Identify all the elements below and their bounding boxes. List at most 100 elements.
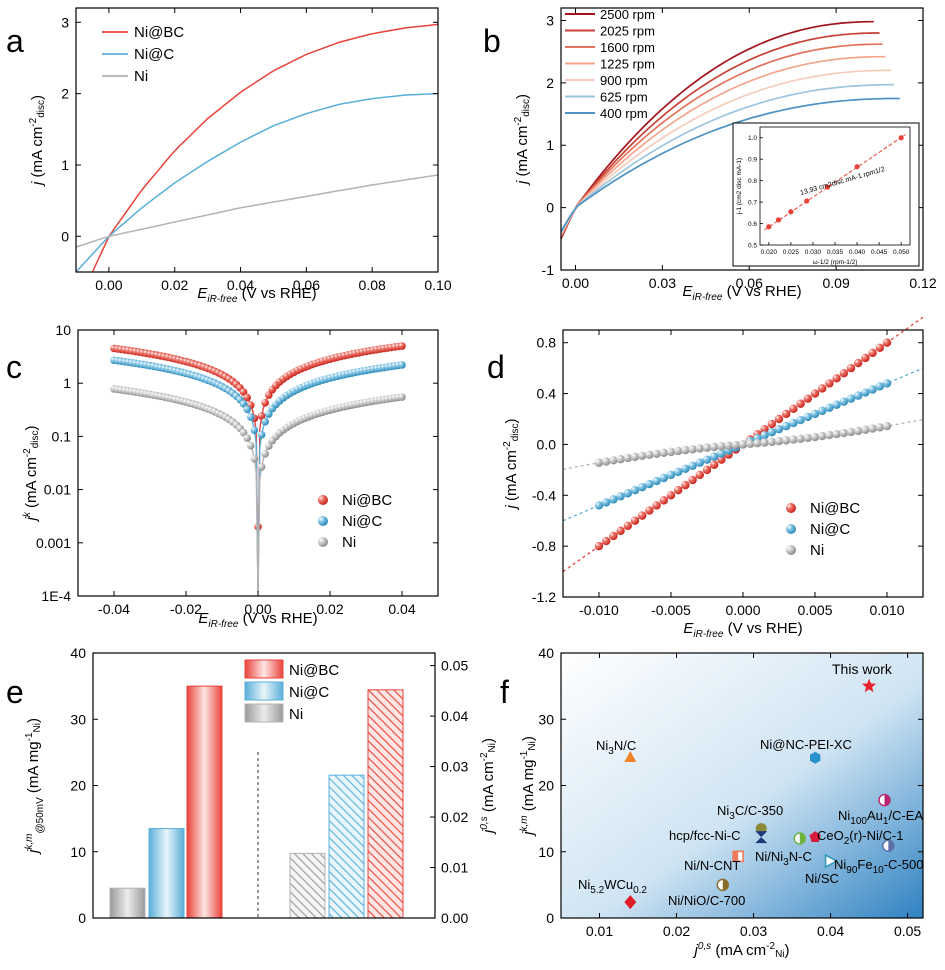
data-point-Ni — [789, 435, 798, 444]
bar-exchange-current-Ni — [289, 852, 326, 919]
data-point-Ni@C — [666, 470, 676, 480]
x-axis-tick-label: 0.08 — [359, 277, 386, 293]
data-point-Ni — [861, 425, 870, 434]
x-axis-tick-label: -0.04 — [98, 601, 130, 617]
series-line-Ni@C — [75, 92, 439, 273]
y-axis-label: j (mA cm-2disc) — [502, 418, 521, 510]
inset-x-tick-label: 0.040 — [849, 249, 866, 256]
data-point-Ni@C — [243, 405, 251, 414]
data-point-Ni — [731, 440, 740, 450]
y-axis-label: j (mA cm-2disc) — [513, 94, 532, 186]
y-axis-right-tick-label: 0.03 — [441, 759, 468, 775]
inset-point — [898, 135, 904, 141]
data-point-Ni — [875, 423, 884, 432]
legend-marker-Ni@BC — [786, 503, 796, 513]
bar-mass-activity-Ni — [109, 887, 146, 919]
legend-label-Ni@C: Ni@C — [289, 684, 329, 701]
x-axis-tick-label: 0.02 — [663, 923, 690, 939]
y-axis-tick-label: 30 — [538, 711, 554, 727]
point-label-Ni90Fe10-C-500: Ni90Fe10-C-500 — [834, 857, 923, 876]
point-label-Ni/N-CNT: Ni/N-CNT — [684, 858, 740, 873]
legend-marker-Ni — [786, 545, 796, 555]
data-point-Ni — [609, 456, 618, 465]
point-label-hcp/fcc-Ni-C: hcp/fcc-Ni-C — [669, 828, 741, 843]
plot-frame — [75, 7, 439, 273]
y-axis-right-tick-label: 0.05 — [441, 658, 468, 674]
data-point-Ni/SC — [824, 853, 839, 869]
data-point-Ni@C — [398, 361, 406, 369]
data-point-Ni — [638, 451, 647, 461]
data-point-Ni@BC — [774, 414, 784, 424]
data-point-Ni@BC — [695, 470, 704, 480]
data-point-Ni@C — [265, 410, 273, 418]
y-axis-tick-label: 3 — [61, 14, 69, 30]
data-point-Ni@BC — [239, 388, 248, 396]
legend-label-1225-rpm: 1225 rpm — [600, 57, 655, 72]
y-axis-left-tick-label: 40 — [70, 645, 86, 661]
data-point-Ni@C — [789, 418, 798, 428]
data-point-Ni — [630, 452, 640, 462]
data-point-Ni@BC — [261, 398, 270, 407]
data-point-Ni@BC — [882, 338, 892, 347]
data-point-Ni@C — [882, 379, 892, 388]
data-point-Ni@BC — [630, 516, 640, 525]
data-point-Ni@NC-PEI-XC — [810, 751, 821, 764]
data-point-Ni@C — [854, 391, 863, 400]
y-axis-tick-label: 0 — [546, 200, 554, 216]
panel-label-b: b — [483, 23, 501, 59]
data-point-Ni@BC — [710, 460, 719, 469]
x-axis-tick-label: 0.03 — [740, 923, 767, 939]
inset-box — [732, 122, 920, 267]
panel-label-c: c — [6, 349, 22, 385]
data-point-Ni — [239, 428, 248, 437]
series-line-2500-rpm — [560, 20, 874, 240]
y-axis-tick-label: 40 — [538, 645, 554, 661]
y-axis-label: j (mA cm-2disc) — [28, 95, 47, 187]
point-label-Ni/Ni3N-C: Ni/Ni3N-C — [755, 849, 812, 868]
data-point-Ni — [854, 426, 863, 436]
data-point-Ni@C — [810, 409, 820, 419]
data-point-hcp/fcc-Ni-C — [755, 831, 768, 844]
legend-label-Ni@C: Ni@C — [810, 521, 850, 538]
legend-label-1600-rpm: 1600 rpm — [600, 40, 655, 55]
inset-point — [854, 164, 860, 170]
data-point-Ni@BC — [265, 391, 273, 399]
data-point-Ni — [825, 430, 834, 440]
point-label-This work: This work — [832, 661, 893, 677]
data-point-Ni@BC — [688, 475, 697, 485]
x-axis-tick-label: -0.02 — [170, 601, 202, 617]
inset-point — [788, 209, 794, 215]
y-axis-tick-label: 1 — [546, 137, 554, 153]
y-axis-tick-label: 0.001 — [36, 535, 71, 551]
data-point-Ni@C — [616, 492, 625, 501]
y-axis-left-tick-label: 30 — [70, 711, 86, 727]
data-point-Ni — [695, 444, 704, 453]
data-point-Ni@C — [594, 501, 604, 510]
data-point-Ni@BC — [839, 369, 848, 378]
inset-x-axis-label: ω-1/2 (rpm-1/2) — [813, 259, 858, 266]
point-label-CeO2(r)-Ni/C-1: CeO2(r)-Ni/C-1 — [817, 828, 903, 847]
data-point-Ni — [782, 436, 791, 445]
data-point-Ni — [674, 446, 683, 456]
legend-label-Ni@BC: Ni@BC — [342, 492, 392, 509]
data-point-Ni — [688, 445, 697, 454]
data-point-Ni@BC — [681, 480, 690, 490]
y-axis-tick-label: 10 — [538, 844, 554, 860]
data-point-Ni@C — [645, 479, 654, 489]
data-point-Ni@BC — [257, 412, 266, 420]
data-point-Ni — [767, 437, 776, 447]
data-point-Ni@BC — [875, 343, 884, 352]
y-axis-tick-label: 0 — [546, 910, 554, 926]
inset-y-tick-label: 0.6 — [748, 221, 757, 228]
data-point-Ni@BC — [803, 394, 812, 403]
data-point-Ni — [652, 449, 661, 458]
data-point-Ni/N-CNT-fill — [733, 851, 739, 862]
data-point-Ni@BC — [666, 491, 676, 500]
bar-mass-activity-Ni@BC — [186, 685, 223, 919]
data-point-Ni@BC — [868, 348, 877, 358]
plot-frame — [562, 329, 924, 598]
data-point-Ni@C — [261, 417, 270, 426]
point-label-Ni100Au1/C-EA: Ni100Au1/C-EA — [838, 808, 923, 827]
data-point-Ni — [846, 427, 856, 437]
legend-marker-Ni@BC — [318, 495, 328, 505]
